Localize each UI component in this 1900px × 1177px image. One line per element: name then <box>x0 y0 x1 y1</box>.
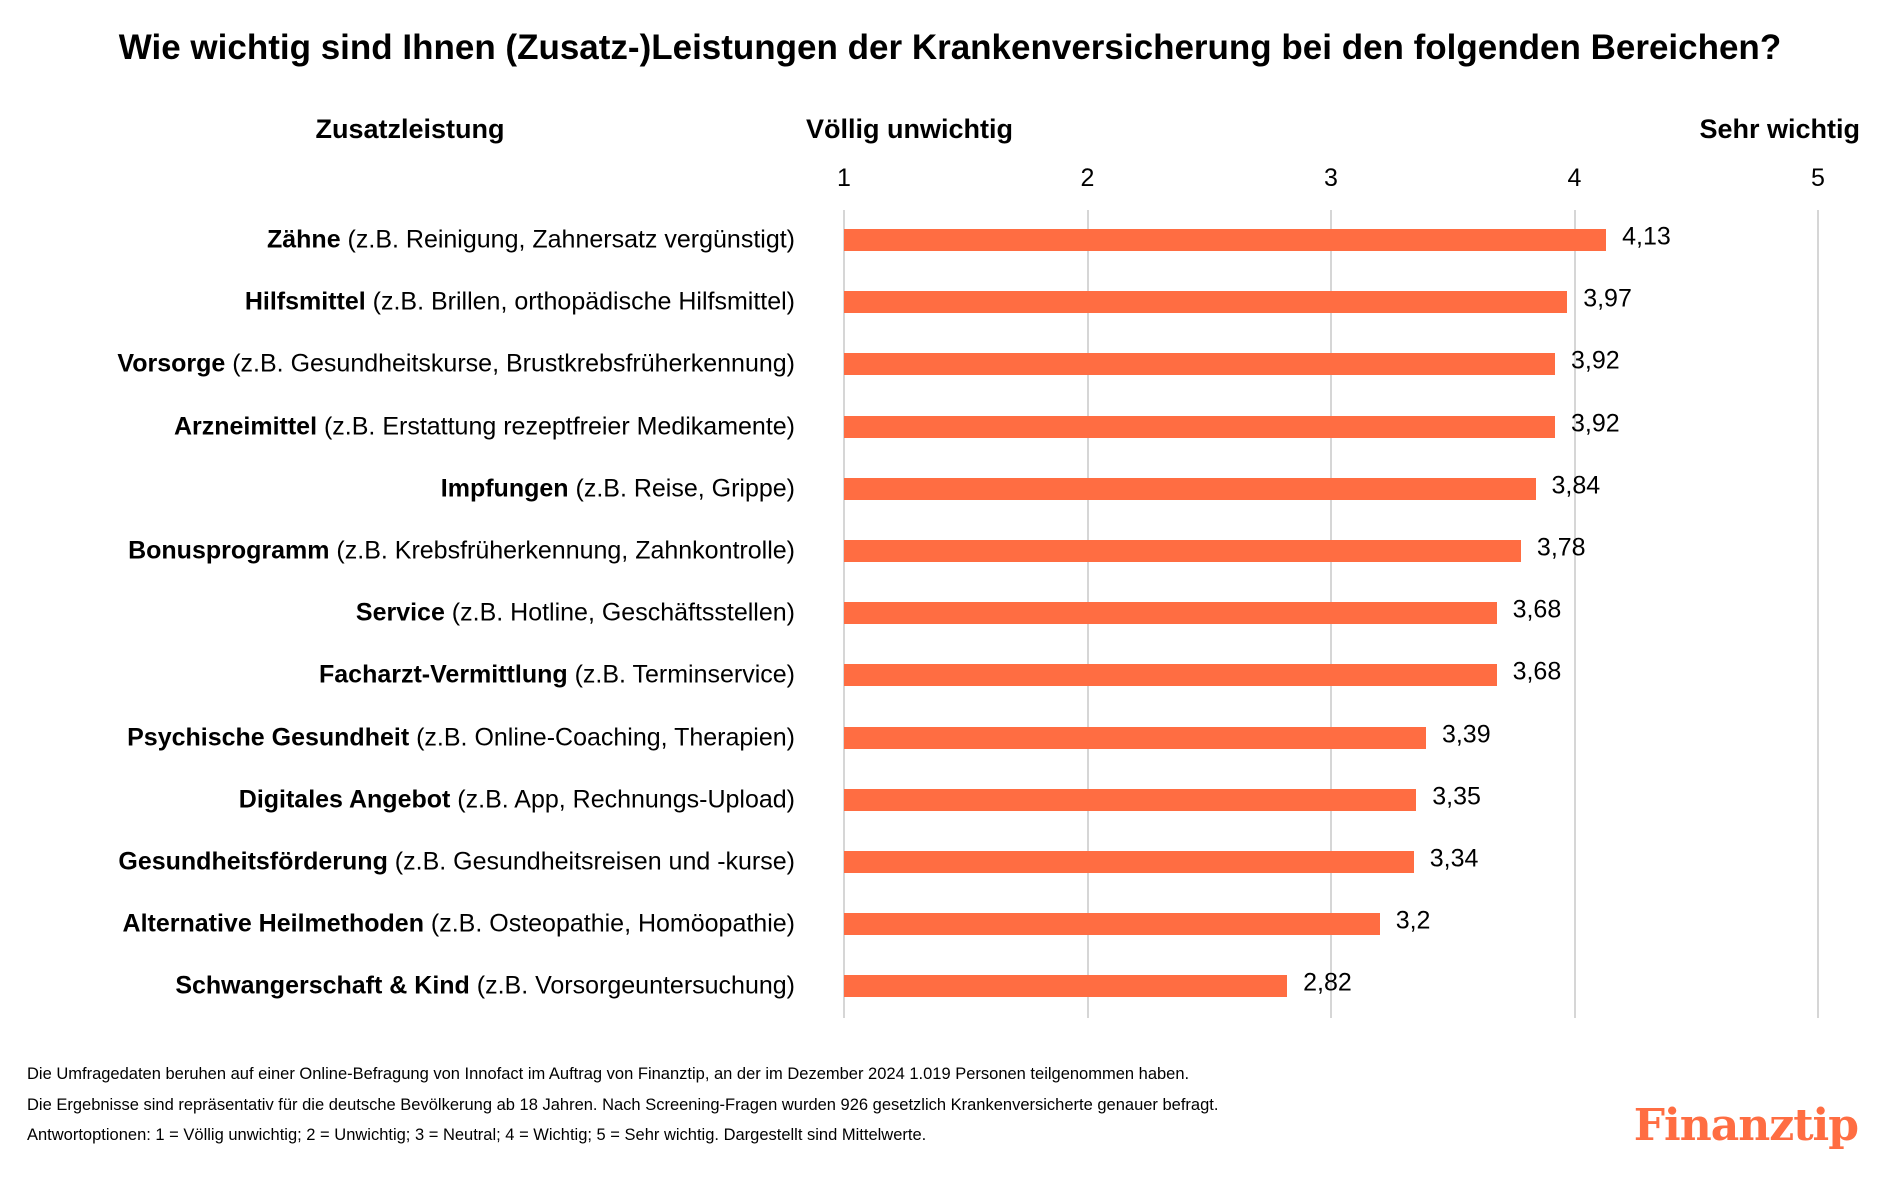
x-tick-label: 5 <box>1811 164 1825 192</box>
bar <box>844 851 1414 873</box>
value-label: 2,82 <box>1303 968 1352 997</box>
bar <box>844 975 1288 998</box>
category-detail: (z.B. Gesundheitskurse, Brustkrebsfrüher… <box>225 349 795 378</box>
category-label: Schwangerschaft & Kind (z.B. Vorsorgeunt… <box>175 972 795 1001</box>
category-label: Digitales Angebot (z.B. App, Rechnungs-U… <box>239 785 795 814</box>
bar <box>844 726 1426 749</box>
x-tick-label: 1 <box>837 164 851 192</box>
chart-title: Wie wichtig sind Ihnen (Zusatz-)Leistung… <box>118 28 1782 67</box>
bar <box>844 602 1497 625</box>
category-detail: (z.B. Brillen, orthopädische Hilfsmittel… <box>365 287 795 316</box>
category-detail: (z.B. Osteopathie, Homöopathie) <box>423 909 795 938</box>
category-name: Arzneimittel <box>173 412 318 441</box>
category-name: Service <box>355 598 445 627</box>
category-detail: (z.B. Reise, Grippe) <box>568 474 795 503</box>
category-label: Service (z.B. Hotline, Geschäftsstellen) <box>356 599 795 628</box>
category-name: Bonusprogramm <box>128 536 330 565</box>
category-label: Bonusprogramm (z.B. Krebsfrüherkennung, … <box>128 537 795 566</box>
category-detail: (z.B. Krebsfrüherkennung, Zahnkontrolle) <box>329 536 795 565</box>
category-detail: (z.B. App, Rechnungs-Upload) <box>450 785 795 814</box>
value-label: 3,35 <box>1432 782 1481 811</box>
category-detail: (z.B. Reinigung, Zahnersatz vergünstigt) <box>340 225 795 254</box>
gridline <box>1817 210 1819 1018</box>
category-name: Zähne <box>266 225 341 254</box>
value-label: 3,97 <box>1583 284 1632 313</box>
category-name: Impfungen <box>440 474 569 503</box>
bar <box>844 291 1568 314</box>
category-name: Digitales Angebot <box>238 785 451 814</box>
value-label: 3,39 <box>1441 720 1491 749</box>
category-name: Hilfsmittel <box>244 287 366 316</box>
footnote-1: Die Umfragedaten beruhen auf einer Onlin… <box>27 1065 1190 1083</box>
category-name: Schwangerschaft & Kind <box>175 971 470 1000</box>
bar <box>844 540 1521 562</box>
value-label: 3,78 <box>1536 533 1586 562</box>
category-name: Alternative Heilmethoden <box>122 909 424 938</box>
category-label: Gesundheitsförderung (z.B. Gesundheitsre… <box>118 848 795 877</box>
value-label: 3,84 <box>1551 471 1601 500</box>
category-detail: (z.B. Terminservice) <box>567 660 795 689</box>
category-name: Vorsorge <box>117 349 226 378</box>
bar <box>844 788 1417 811</box>
category-detail: (z.B. Erstattung rezeptfreier Medikament… <box>317 412 795 441</box>
category-detail: (z.B. Gesundheitsreisen und -kurse) <box>387 847 795 876</box>
bar <box>844 664 1497 687</box>
value-label: 3,92 <box>1571 409 1620 438</box>
category-label: Alternative Heilmethoden (z.B. Osteopath… <box>123 910 795 939</box>
x-tick-label: 4 <box>1567 164 1582 192</box>
value-label: 3,2 <box>1395 906 1431 935</box>
category-label: Arzneimittel (z.B. Erstattung rezeptfrei… <box>174 412 795 441</box>
category-label: Vorsorge (z.B. Gesundheitskurse, Brustkr… <box>117 350 795 379</box>
bar <box>844 415 1556 438</box>
x-tick-label: 3 <box>1324 164 1338 192</box>
category-name: Gesundheitsförderung <box>118 847 388 876</box>
footnote-3: Antwortoptionen: 1 = Völlig unwichtig; 2… <box>27 1126 927 1144</box>
bar <box>844 477 1536 500</box>
category-label: Facharzt-Vermittlung (z.B. Terminservice… <box>319 661 795 690</box>
category-label: Impfungen (z.B. Reise, Grippe) <box>441 474 795 503</box>
value-label: 3,68 <box>1512 595 1562 624</box>
scale-left-label: Völlig unwichtig <box>806 114 1013 144</box>
category-label: Zähne (z.B. Reinigung, Zahnersatz vergün… <box>267 226 795 255</box>
scale-right-label: Sehr wichtig <box>1699 114 1860 144</box>
value-label: 3,34 <box>1429 844 1479 873</box>
value-label: 4,13 <box>1622 222 1671 251</box>
value-label: 3,92 <box>1571 346 1620 375</box>
category-label: Psychische Gesundheit (z.B. Online-Coach… <box>127 723 795 752</box>
category-detail: (z.B. Vorsorgeuntersuchung) <box>469 971 795 1000</box>
value-label: 3,68 <box>1512 657 1562 686</box>
category-header: Zusatzleistung <box>315 114 505 144</box>
x-tick-label: 2 <box>1080 164 1095 192</box>
bar <box>844 353 1556 376</box>
category-detail: (z.B. Online-Coaching, Therapien) <box>409 723 795 752</box>
category-detail: (z.B. Hotline, Geschäftsstellen) <box>444 598 795 627</box>
bar <box>844 229 1607 251</box>
category-name: Facharzt-Vermittlung <box>318 660 568 689</box>
finanztip-logo: Finanztip <box>1633 1100 1859 1151</box>
category-label: Hilfsmittel (z.B. Brillen, orthopädische… <box>245 288 795 317</box>
gridline <box>1573 210 1576 1018</box>
footnote-2: Die Ergebnisse sind repräsentativ für di… <box>27 1096 1219 1114</box>
bar <box>844 913 1380 936</box>
category-name: Psychische Gesundheit <box>127 723 410 752</box>
